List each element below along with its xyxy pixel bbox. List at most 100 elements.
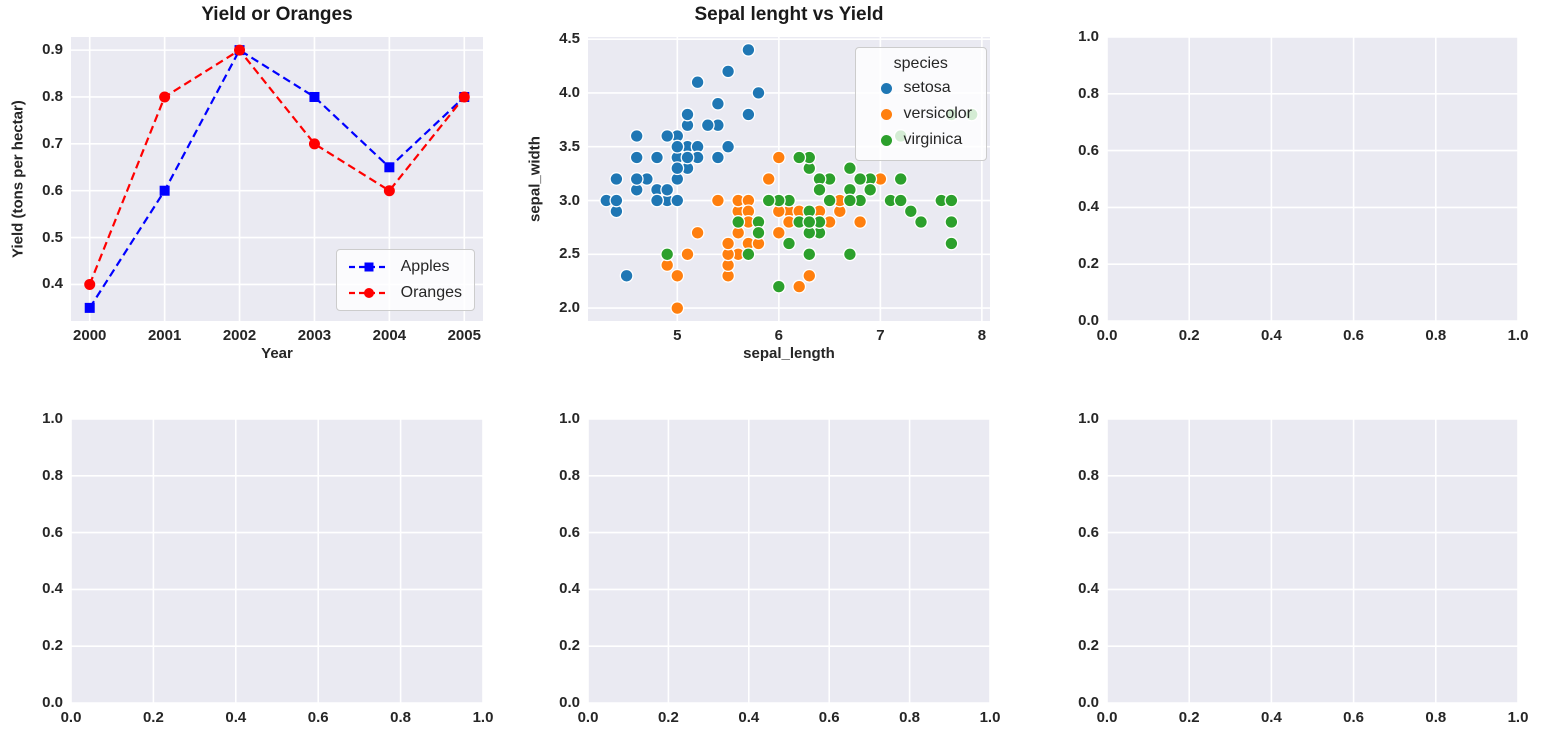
y-tick-label: 0.6 <box>42 523 63 541</box>
scatter-point-setosa <box>700 118 715 133</box>
scatter-point-setosa <box>741 42 756 57</box>
scatter-point-virginica <box>893 172 908 186</box>
scatter-point-setosa <box>721 64 736 79</box>
x-axis-label: Year <box>261 345 293 362</box>
scatter-point-setosa <box>680 107 695 122</box>
x-tick-label: 2000 <box>73 327 107 344</box>
y-tick-label: 0.8 <box>42 466 63 484</box>
x-tick-label: 0.4 <box>1260 327 1282 344</box>
legend-dot-cell <box>870 134 904 146</box>
x-tick-label: 2002 <box>222 327 257 344</box>
oranges-marker <box>383 185 395 197</box>
y-tick-label: 0.0 <box>42 694 63 711</box>
scatter-point-setosa <box>670 139 685 154</box>
y-tick-label: 0.4 <box>1078 198 1099 216</box>
scatter-point-versicolor <box>721 236 736 251</box>
y-axis-label: Yield (tons per hectar) <box>9 100 27 258</box>
scatter-point-versicolor <box>690 225 705 240</box>
legend-entry-setosa: setosa <box>870 75 972 101</box>
scatter-point-versicolor <box>670 268 685 283</box>
y-tick-label: 0.6 <box>1078 523 1099 541</box>
legend-dot-icon <box>881 82 893 94</box>
y-tick-label: 0.4 <box>559 580 580 598</box>
chart-title: Sepal lenght vs Yield <box>694 4 884 25</box>
apples-marker <box>84 302 95 313</box>
x-tick-label: 0.6 <box>818 709 840 726</box>
plot-area <box>71 419 483 703</box>
iris-scatter-chart: Sepal lenght vs Yield sepal_width sepal_… <box>527 4 990 362</box>
x-tick-label: 0.8 <box>390 709 412 726</box>
scatter-point-setosa <box>660 182 675 197</box>
y-tick-label: 0.8 <box>1078 84 1099 102</box>
scatter-point-versicolor <box>710 193 725 208</box>
axes-background <box>1107 419 1518 703</box>
legend: Apples Oranges <box>335 249 475 311</box>
scatter-point-setosa <box>751 85 766 100</box>
scatter-point-setosa <box>629 150 644 165</box>
x-tick-label: 1.0 <box>1507 327 1529 344</box>
empty-subplot-bottom-middle: 0.0 0.2 0.4 0.6 0.8 1.0 0.0 0.2 0.4 0.6 0.8 1.0 <box>559 410 1000 726</box>
empty-subplot-top-right: 0.0 0.2 0.4 0.6 0.8 1.0 0.0 0.2 0.4 0.6 0.8 1.0 <box>1078 28 1528 344</box>
x-tick-label: 1.0 <box>979 709 1001 726</box>
x-axis-label: sepal_length <box>743 345 835 362</box>
scatter-point-versicolor <box>771 225 786 240</box>
x-tick-label: 0.0 <box>577 709 599 726</box>
legend-entry-virginica: virginica <box>870 127 972 153</box>
legend-label: versicolor <box>903 105 972 122</box>
x-tick-label: 2001 <box>147 327 182 344</box>
y-tick-label: 0.0 <box>1078 312 1099 329</box>
plot-area <box>71 37 483 321</box>
oranges-line <box>88 48 466 285</box>
scatter-point-versicolor <box>680 247 695 262</box>
y-tick-label: 0.2 <box>1078 255 1099 273</box>
axes-background <box>588 419 990 703</box>
scatter-point-virginica <box>914 215 928 229</box>
legend-label: virginica <box>903 131 963 148</box>
scatter-point-versicolor <box>771 150 786 165</box>
scatter-point-setosa <box>650 193 664 208</box>
x-tick-label: 0.8 <box>899 709 921 726</box>
y-tick-label: 0.2 <box>559 637 580 655</box>
oranges-marker <box>159 91 171 103</box>
plot-area <box>588 419 990 703</box>
y-tick-label: 0.6 <box>559 523 580 541</box>
legend-label: setosa <box>903 79 951 96</box>
scatter-point-virginica <box>771 279 786 294</box>
scatter-point-virginica <box>944 193 959 208</box>
legend-label: Oranges <box>400 284 462 301</box>
y-tick-label: 0.2 <box>1078 637 1099 655</box>
scatter-point-virginica <box>903 204 918 219</box>
x-tick-label: 0.6 <box>307 709 329 726</box>
x-tick-label: 2005 <box>447 327 481 344</box>
y-tick-label: 0.0 <box>559 694 580 711</box>
plot-area <box>588 37 990 321</box>
x-tick-label: 6 <box>774 327 784 344</box>
scatter-point-virginica <box>842 247 857 262</box>
empty-subplot-bottom-left: 0.0 0.2 0.4 0.6 0.8 1.0 0.0 0.2 0.4 0.6 0.8 1.0 <box>42 410 493 726</box>
x-tick-label: 0.0 <box>1096 327 1118 344</box>
y-axis-label: sepal_width <box>526 136 544 222</box>
scatter-point-virginica <box>944 236 959 251</box>
scatter-point-setosa <box>629 172 644 186</box>
legend-circle-marker-icon <box>363 288 374 298</box>
legend-entry-oranges: Oranges <box>347 280 462 306</box>
x-tick-label: 0.2 <box>1178 327 1200 344</box>
x-tick-label: 1.0 <box>472 709 494 726</box>
scatter-point-setosa <box>741 107 756 122</box>
scatter-point-virginica <box>751 225 766 240</box>
scatter-point-virginica <box>893 193 908 208</box>
scatter-point-setosa <box>650 150 664 165</box>
y-tick-label: 0.0 <box>1078 694 1099 711</box>
scatter-point-virginica <box>812 182 827 197</box>
scatter-point-setosa <box>609 193 624 208</box>
y-tick-label: 1.0 <box>1078 28 1099 45</box>
oranges-marker <box>458 91 470 103</box>
y-tick-label: 1.0 <box>42 410 63 427</box>
scatter-point-setosa <box>660 129 675 143</box>
scatter-point-versicolor <box>670 301 685 316</box>
scatter-point-versicolor <box>802 268 817 283</box>
scatter-point-versicolor <box>761 172 776 186</box>
x-tick-label: 0.0 <box>1096 709 1118 726</box>
legend-title: species <box>893 55 948 72</box>
